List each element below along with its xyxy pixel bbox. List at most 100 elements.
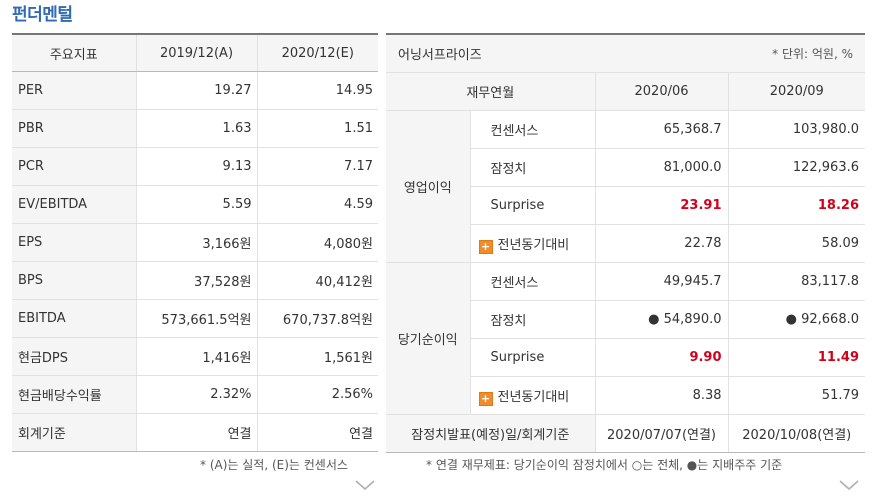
value-estimate: 14.95 [256,71,378,110]
value-actual: 19.27 [135,71,257,110]
table-row: 현금DPS 1,416원 1,561원 [12,337,378,376]
chevron-down-icon[interactable] [838,478,860,492]
earnings-header-row: 재무연월 2020/06 2020/09 [386,72,866,111]
yoy-cell: + 전년동기대비 [469,224,596,263]
table-row: 회계기준 연결 연결 [12,413,378,452]
header-2020-06: 2020/06 [594,72,729,111]
value-actual: 37,528원 [135,261,257,300]
plus-icon[interactable]: + [478,391,493,406]
value-actual: 573,661.5억원 [135,299,257,338]
announcement-2020-06: 2020/07/07(연결) [594,414,729,453]
yoy-cell: + 전년동기대비 [469,376,596,415]
value-2020-06: 81,000.0 [594,148,729,187]
plus-icon[interactable]: + [478,239,493,254]
group-operating-profit: 영업이익 [386,110,470,263]
value-2020-06: 22.78 [594,224,729,263]
row-label: 컨센서스 [469,262,596,301]
group-net-income: 당기순이익 [386,262,470,415]
table-row: 잠정치 81,000.0 122,963.6 [386,148,866,187]
value-estimate: 4,080원 [256,223,378,262]
chevron-down-icon[interactable] [354,478,376,492]
value-actual: 연결 [135,413,257,452]
value-actual: 9.13 [135,147,257,186]
announcement-2020-09: 2020/10/08(연결) [727,414,866,453]
table-row: PCR 9.13 7.17 [12,147,378,186]
table-row: Surprise 23.91 18.26 [386,186,866,225]
value-2020-06: 49,945.7 [594,262,729,301]
value-2020-09: 103,980.0 [727,110,866,149]
value-estimate: 670,737.8억원 [256,299,378,338]
row-label: 잠정치 [469,148,596,187]
row-label: EPS [12,223,136,262]
announcement-label: 잠정치발표(예정)일/회계기준 [386,414,596,453]
value-estimate: 4.59 [256,185,378,224]
value-actual: 2.32% [135,375,257,414]
surprise-value-2020-09: 18.26 [727,186,866,225]
row-label: 컨센서스 [469,110,596,149]
fundamentals-table: 주요지표 2019/12(A) 2020/12(E) PER 19.27 14.… [12,33,378,452]
header-period: 재무연월 [386,72,596,111]
table-row: EPS 3,166원 4,080원 [12,223,378,262]
value-estimate: 7.17 [256,147,378,186]
value-2020-06: 8.38 [594,376,729,415]
value-estimate: 1,561원 [256,337,378,376]
value-2020-09: 122,963.6 [727,148,866,187]
header-2019-actual: 2019/12(A) [135,34,257,72]
value-estimate: 2.56% [256,375,378,414]
row-label: 현금DPS [12,337,136,376]
fundamentals-footnote: * (A)는 실적, (E)는 컨센서스 [200,458,348,472]
value-actual: 3,166원 [135,223,257,262]
table-row: + 전년동기대비 8.38 51.79 [386,376,866,415]
table-caption: 어닝서프라이즈 [386,34,596,73]
value-estimate: 연결 [256,413,378,452]
table-row: 영업이익 컨센서스 65,368.7 103,980.0 [386,110,866,263]
value-actual: 1.63 [135,109,257,148]
table-row: 잠정치 ● 54,890.0 ● 92,668.0 [386,300,866,339]
row-label: PER [12,71,136,110]
value-estimate: 40,412원 [256,261,378,300]
table-row: BPS 37,528원 40,412원 [12,261,378,300]
table-row: Surprise 9.90 11.49 [386,338,866,377]
row-label: 전년동기대비 [497,389,570,405]
table-row: 당기순이익 컨센서스 49,945.7 83,117.8 [386,262,866,415]
row-label: BPS [12,261,136,300]
caption-row: 어닝서프라이즈 * 단위: 억원, % [386,34,866,73]
value-2020-09: ● 92,668.0 [727,300,866,339]
row-label: EBITDA [12,299,136,338]
value-actual: 5.59 [135,185,257,224]
row-label: 전년동기대비 [497,237,570,253]
earnings-footnote: * 연결 재무제표: 당기순이익 잠정치에서 ○는 전체, ●는 지배주주 기준 [426,458,783,472]
row-label: PCR [12,147,136,186]
value-estimate: 1.51 [256,109,378,148]
value-2020-09: 51.79 [727,376,866,415]
header-indicator: 주요지표 [12,34,136,72]
row-label: 회계기준 [12,413,136,452]
value-2020-06: 65,368.7 [594,110,729,149]
value-2020-09: 58.09 [727,224,866,263]
value-actual: 1,416원 [135,337,257,376]
table-row: EV/EBITDA 5.59 4.59 [12,185,378,224]
table-row: PBR 1.63 1.51 [12,109,378,148]
fundamentals-header-row: 주요지표 2019/12(A) 2020/12(E) [12,34,378,72]
unit-label: * 단위: 억원, % [595,34,866,73]
row-label: EV/EBITDA [12,185,136,224]
row-label: 잠정치 [469,300,596,339]
surprise-value-2020-06: 9.90 [594,338,729,377]
row-label: PBR [12,109,136,148]
header-2020-estimate: 2020/12(E) [256,34,378,72]
row-label: Surprise [469,338,596,377]
value-2020-09: 83,117.8 [727,262,866,301]
table-row: 현금배당수익률 2.32% 2.56% [12,375,378,414]
announcement-row: 잠정치발표(예정)일/회계기준 2020/07/07(연결) 2020/10/0… [386,414,866,453]
table-row: + 전년동기대비 22.78 58.09 [386,224,866,263]
surprise-value-2020-06: 23.91 [594,186,729,225]
section-title: 펀더멘털 [12,5,73,25]
value-2020-06: ● 54,890.0 [594,300,729,339]
header-2020-09: 2020/09 [727,72,866,111]
table-row: PER 19.27 14.95 [12,71,378,110]
earnings-surprise-table: 어닝서프라이즈 * 단위: 억원, % 재무연월 2020/06 2020/09… [386,33,866,453]
row-label: Surprise [469,186,596,225]
surprise-value-2020-09: 11.49 [727,338,866,377]
row-label: 현금배당수익률 [12,375,136,414]
table-row: EBITDA 573,661.5억원 670,737.8억원 [12,299,378,338]
